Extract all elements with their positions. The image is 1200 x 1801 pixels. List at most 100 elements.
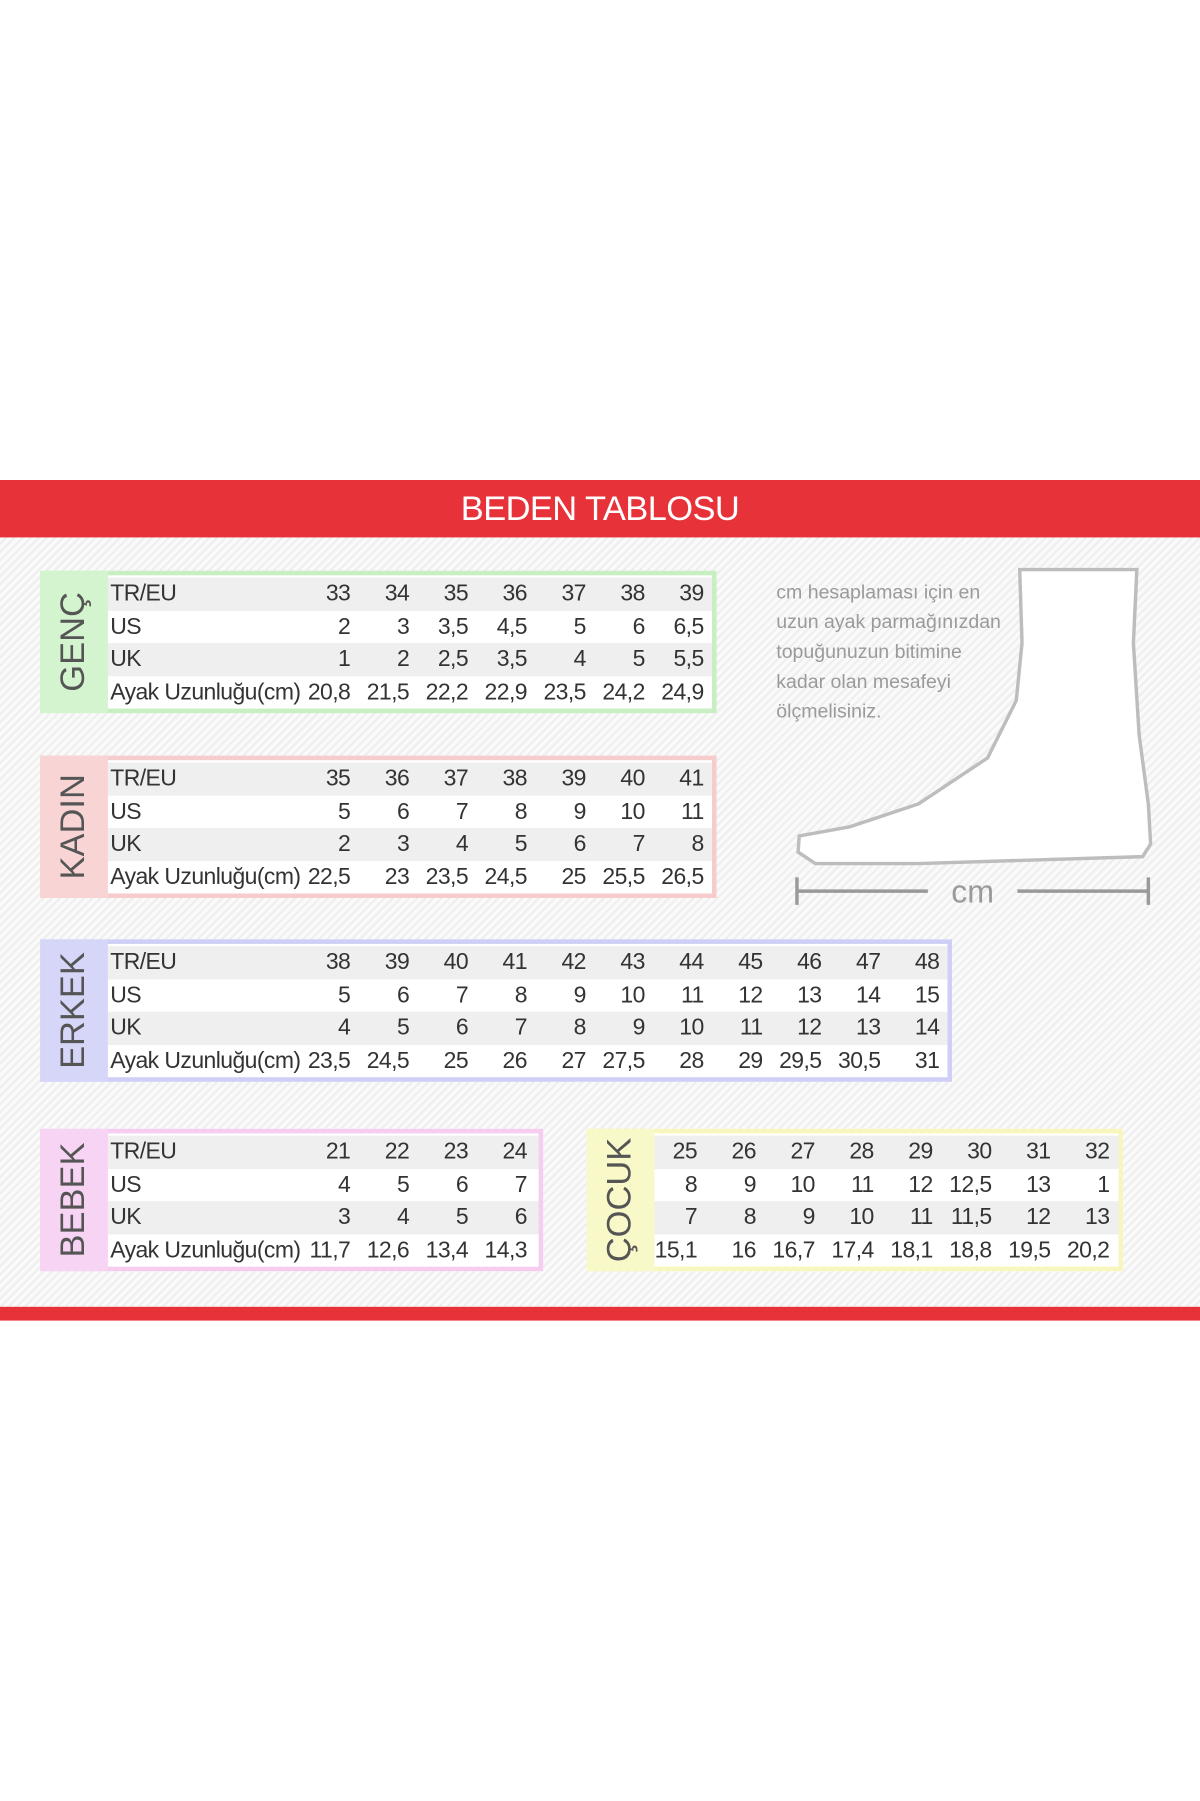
row-name: UK <box>110 831 142 857</box>
note-line: topuğunuzun bitimine <box>776 640 962 663</box>
size-value: 36 <box>384 765 410 792</box>
size-value: 37 <box>443 765 469 792</box>
size-value: 48 <box>914 949 940 975</box>
size-value: 6 <box>632 613 646 640</box>
table-label-cell: BEBEK <box>40 1128 108 1272</box>
size-value: 13 <box>856 1015 881 1041</box>
size-value: 1 <box>338 646 351 672</box>
table-row: UK 1 2 2,5 3,5 4 5 5,5 <box>107 643 712 676</box>
table-label-cell: GENÇ <box>40 570 108 714</box>
size-value: 4 <box>573 646 587 672</box>
size-value: 8 <box>514 798 528 824</box>
table-row: Ayak Uzunluğu(cm) 22,5 23 23,5 24,5 25 25,5 26,… <box>107 860 712 894</box>
size-value: 10 <box>790 1171 815 1198</box>
size-value: 24,5 <box>366 1047 410 1074</box>
size-value: 26,5 <box>661 864 704 890</box>
size-value: 1 <box>1097 1171 1110 1198</box>
size-value: 29 <box>738 1047 763 1074</box>
size-value: 7 <box>514 1015 528 1041</box>
size-value: 6 <box>396 798 410 824</box>
size-value: 35 <box>325 765 351 792</box>
size-value: 3,5 <box>437 613 469 640</box>
size-value: 44 <box>679 949 704 975</box>
size-value: 24 <box>502 1139 528 1165</box>
size-value: 45 <box>738 949 763 975</box>
size-value: 46 <box>797 949 822 975</box>
size-value: 21 <box>325 1139 351 1165</box>
note-line: cm hesaplaması için en <box>776 581 981 603</box>
size-value: 7 <box>455 798 469 824</box>
size-value: 23 <box>443 1139 469 1165</box>
table-row: TR/EU 35 36 37 38 39 40 41 <box>107 762 712 796</box>
size-value: 39 <box>384 949 410 975</box>
table-label: ERKEK <box>53 952 92 1069</box>
size-value: 2 <box>396 646 410 672</box>
size-value: 12 <box>797 1015 822 1041</box>
size-value: 38 <box>620 581 645 607</box>
size-value: 12 <box>738 982 763 1008</box>
size-value: 3 <box>396 831 410 857</box>
table-label-cell: ERKEK <box>40 939 108 1082</box>
size-value: 11 <box>909 1204 933 1230</box>
size-value: 23 <box>384 864 410 890</box>
table-row: US 5 6 7 8 9 10 11 12 13 14 15 <box>107 978 948 1012</box>
size-value: 28 <box>849 1139 874 1165</box>
size-table: ERKEK TR/EU 38 39 40 41 42 43 44 45 46 47 48 US 5 6 7 8 9 1… <box>40 939 952 1082</box>
size-table: KADIN TR/EU 35 36 37 38 39 40 41 US 5 6 7 8 9 10 11 UK 2 3 4… <box>40 755 717 898</box>
size-value: 29,5 <box>779 1047 822 1074</box>
size-value: 5 <box>514 831 528 857</box>
size-value: 5 <box>396 1015 410 1041</box>
size-value: 33 <box>325 581 351 607</box>
size-value: 18,1 <box>890 1237 933 1263</box>
size-value: 9 <box>743 1171 757 1198</box>
row-name: UK <box>110 1204 142 1230</box>
size-value: 9 <box>573 798 587 824</box>
size-value: 39 <box>561 765 586 792</box>
table-label: BEBEK <box>53 1142 92 1258</box>
size-value: 30,5 <box>837 1047 881 1074</box>
size-value: 5 <box>455 1204 469 1230</box>
size-value: 25 <box>672 1139 698 1165</box>
size-value: 35 <box>443 581 469 607</box>
size-value: 29 <box>908 1139 933 1165</box>
size-value: 40 <box>620 765 645 792</box>
table-row: Ayak Uzunluğu(cm) 11,7 12,6 13,4 14,3 <box>107 1233 539 1267</box>
size-value: 38 <box>325 949 351 975</box>
size-value: 15 <box>914 982 940 1008</box>
table-row: US 2 3 3,5 4,5 5 6 6,5 <box>107 610 712 644</box>
table-row: US 4 5 6 7 <box>107 1168 539 1202</box>
size-value: 5 <box>573 613 587 640</box>
table-row: UK 2 3 4 5 6 7 8 <box>107 827 712 861</box>
size-value: 41 <box>502 949 528 975</box>
size-value: 11,7 <box>309 1237 351 1263</box>
title-band <box>0 480 1200 538</box>
measure-label: cm <box>951 874 994 910</box>
size-value: 6 <box>514 1204 528 1230</box>
size-value: 4 <box>455 831 469 857</box>
size-value: 23,5 <box>307 1047 351 1074</box>
size-value: 11 <box>680 982 704 1008</box>
size-value: 20,2 <box>1066 1237 1110 1263</box>
size-value: 11,5 <box>950 1204 992 1230</box>
row-name: TR/EU <box>110 765 177 792</box>
size-value: 6,5 <box>673 613 704 640</box>
size-value: 5 <box>632 646 646 672</box>
size-value: 42 <box>561 949 586 975</box>
size-table: GENÇ TR/EU 33 34 35 36 37 38 39 US 2 3 3,5 4,5 5 6 6,5 UK… <box>40 570 717 714</box>
size-value: 4 <box>396 1204 410 1230</box>
size-value: 7 <box>455 982 469 1008</box>
size-value: 5 <box>338 798 351 824</box>
size-value: 6 <box>455 1171 469 1198</box>
table-row: TR/EU 38 39 40 41 42 43 44 45 46 47 48 <box>107 946 948 979</box>
size-value: 10 <box>620 982 645 1008</box>
size-value: 14,3 <box>484 1237 528 1263</box>
size-value: 22,5 <box>307 864 351 890</box>
foot-outline <box>796 567 1153 866</box>
row-name: US <box>110 613 142 640</box>
size-value: 41 <box>679 765 704 792</box>
size-value: 9 <box>802 1204 816 1230</box>
size-value: 5,5 <box>673 646 704 672</box>
size-value: 10 <box>620 798 645 824</box>
